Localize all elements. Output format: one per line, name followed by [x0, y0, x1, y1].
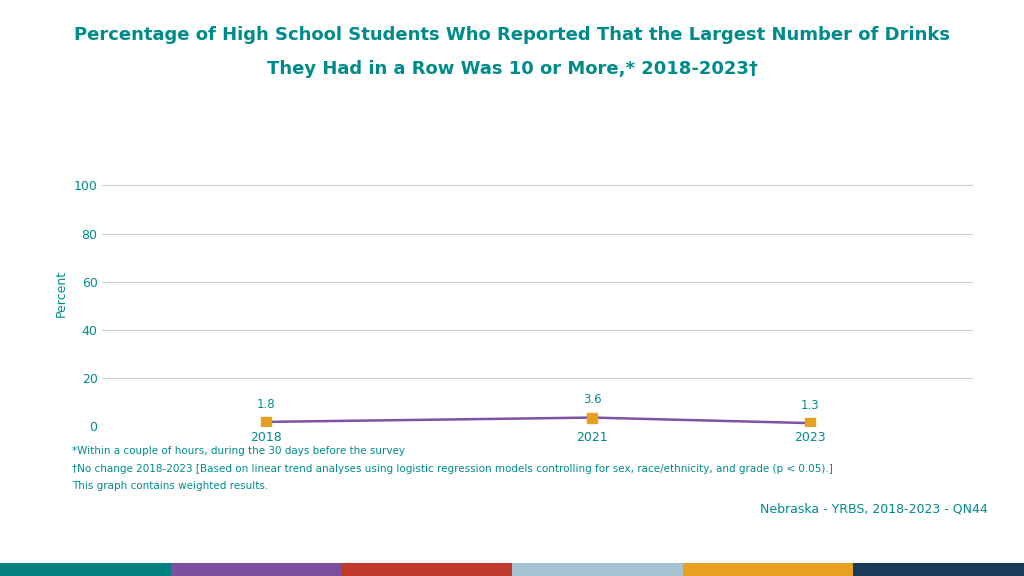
Text: 1.8: 1.8 [256, 398, 274, 411]
Text: This graph contains weighted results.: This graph contains weighted results. [72, 481, 268, 491]
Text: Nebraska - YRBS, 2018-2023 - QN44: Nebraska - YRBS, 2018-2023 - QN44 [761, 502, 988, 516]
Text: Percentage of High School Students Who Reported That the Largest Number of Drink: Percentage of High School Students Who R… [74, 26, 950, 44]
Text: 3.6: 3.6 [583, 393, 601, 407]
Text: *Within a couple of hours, during the 30 days before the survey: *Within a couple of hours, during the 30… [72, 446, 404, 456]
Y-axis label: Percent: Percent [55, 270, 69, 317]
Text: 1.3: 1.3 [801, 399, 819, 412]
Text: †No change 2018-2023 [Based on linear trend analyses using logistic regression m: †No change 2018-2023 [Based on linear tr… [72, 464, 833, 473]
Text: They Had in a Row Was 10 or More,* 2018-2023†: They Had in a Row Was 10 or More,* 2018-… [266, 60, 758, 78]
